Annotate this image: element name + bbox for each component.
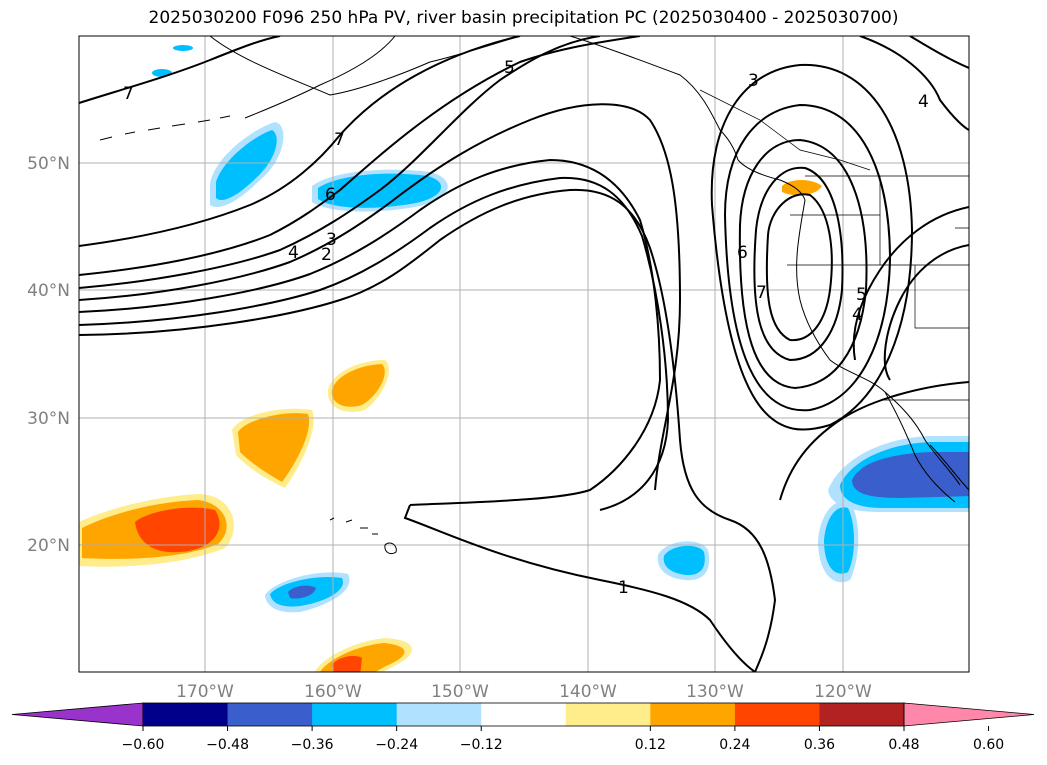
colorbar-segment xyxy=(143,703,229,726)
pv-contour-4 xyxy=(79,103,682,491)
colorbar-extend-low xyxy=(11,702,144,727)
precip-neg-area xyxy=(173,45,193,51)
colorbar: −0.60 −0.48 −0.36 −0.24 −0.12 0.12 0.24 0.36 0.4… xyxy=(11,702,1035,753)
contour-label: 2 xyxy=(321,245,332,265)
pv-contour-5 xyxy=(79,36,601,289)
pv-contour-2 xyxy=(79,176,670,511)
precip-neg-area xyxy=(852,452,969,498)
precip-neg-area xyxy=(663,545,705,576)
map-plot-area: 7 5 3 4 7 6 4 3 2 6 7 5 4 1 xyxy=(79,36,969,672)
lat-label: 30°N xyxy=(27,409,70,429)
precip-neg-area xyxy=(152,69,172,77)
colorbar-tick-label: −0.36 xyxy=(291,737,334,753)
pv-contour-3-trough xyxy=(710,63,914,431)
colorbar-tick-label: −0.12 xyxy=(460,737,503,753)
lat-label: 50°N xyxy=(27,154,70,174)
canada-alaska-border xyxy=(699,89,871,171)
lon-label: 130°W xyxy=(686,682,744,702)
colorbar-segment xyxy=(227,703,313,726)
state-borders xyxy=(787,176,969,329)
colorbar-tick-label: −0.24 xyxy=(375,737,418,753)
alaska-coastline xyxy=(244,36,396,119)
pv-contour-5-trough xyxy=(738,138,868,390)
colorbar-segment xyxy=(396,703,482,726)
contour-label: 4 xyxy=(918,92,929,112)
pv-contour-3 xyxy=(79,158,662,506)
colorbar-tick-label: 0.24 xyxy=(719,737,750,753)
contour-label: 6 xyxy=(737,243,748,263)
us-west-coastline xyxy=(796,199,961,486)
contour-label: 7 xyxy=(756,283,767,303)
contour-label: 3 xyxy=(326,230,337,250)
precip-neg-area xyxy=(824,507,854,574)
precip-neg-area xyxy=(288,585,316,599)
contour-label: 5 xyxy=(856,285,867,305)
mexico-coastline xyxy=(929,444,969,491)
plot-frame xyxy=(78,35,970,673)
pv-contour-7 xyxy=(79,36,521,247)
lon-label: 160°W xyxy=(304,682,362,702)
borders xyxy=(699,89,969,401)
precip-pos-area xyxy=(238,413,310,482)
colorbar-segment xyxy=(650,703,736,726)
contour-label: 7 xyxy=(334,130,345,150)
pv-contour-ne xyxy=(859,36,969,131)
pv-contour-se xyxy=(852,206,969,361)
precip-pos-area xyxy=(331,364,385,407)
pv-contour-se xyxy=(883,244,969,381)
colorbar-tick-label: 0.48 xyxy=(888,737,919,753)
pv-contour-ne xyxy=(909,36,969,69)
colorbar-segment xyxy=(481,703,567,726)
alaska-coastline xyxy=(569,36,739,161)
lon-label: 140°W xyxy=(559,682,617,702)
pv-contour-7-north xyxy=(79,36,281,104)
contour-label: 1 xyxy=(618,578,629,598)
pv-contour-1 xyxy=(79,188,777,672)
pv-contours xyxy=(79,36,969,672)
colorbar-tick-label: 0.60 xyxy=(973,737,1004,753)
colorbar-tick-label: −0.48 xyxy=(206,737,249,753)
colorbar-tick-label: 0.12 xyxy=(635,737,666,753)
precip-pos-area xyxy=(332,656,362,672)
colorbar-extend-high xyxy=(903,702,1035,727)
chart-title: 2025030200 F096 250 hPa PV, river basin … xyxy=(148,8,899,28)
gridlines xyxy=(79,36,969,672)
colorbar-segment xyxy=(734,703,820,726)
precip-shading xyxy=(79,45,969,672)
contour-labels: 7 5 3 4 7 6 4 3 2 6 7 5 4 1 xyxy=(123,58,929,598)
pv-contour-6-trough xyxy=(765,193,833,342)
colorbar-frame xyxy=(142,702,905,727)
contour-label: 5 xyxy=(504,58,515,78)
contour-label: 4 xyxy=(852,305,863,325)
colorbar-tick-label: 0.36 xyxy=(804,737,835,753)
pv-contour-4-trough xyxy=(723,103,892,412)
lon-label: 120°W xyxy=(814,682,872,702)
lat-label: 20°N xyxy=(27,536,70,556)
colorbar-segment xyxy=(819,703,905,726)
precip-pos-area xyxy=(782,180,822,196)
contour-label: 7 xyxy=(123,84,134,104)
longitude-labels: 170°W 160°W 150°W 140°W 130°W 120°W xyxy=(176,682,872,702)
pv-contour-6 xyxy=(79,36,641,276)
pv-contour-se xyxy=(779,381,969,501)
precip-pos-area xyxy=(135,507,220,553)
colorbar-tick-label: −0.60 xyxy=(122,737,165,753)
aleutian-islands xyxy=(99,115,231,141)
colorbar-segment xyxy=(312,703,398,726)
latitude-labels: 50°N 40°N 30°N 20°N xyxy=(27,154,70,556)
lon-label: 170°W xyxy=(176,682,234,702)
lon-label: 150°W xyxy=(431,682,489,702)
hawaii-islands xyxy=(329,517,397,555)
precip-neg-area xyxy=(216,130,277,200)
lat-label: 40°N xyxy=(27,281,70,301)
contour-label: 4 xyxy=(288,243,299,263)
baja-coastline xyxy=(884,391,956,503)
contour-label: 6 xyxy=(325,185,336,205)
pv-contour-7-trough xyxy=(753,166,844,362)
colorbar-segment xyxy=(565,703,651,726)
contour-label: 3 xyxy=(748,71,759,91)
